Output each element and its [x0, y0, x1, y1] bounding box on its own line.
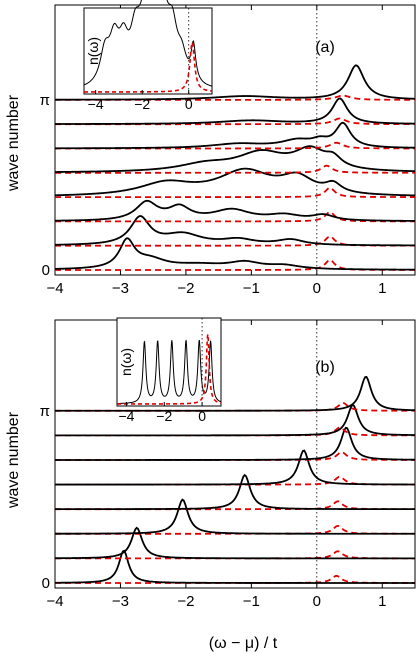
solid-trace — [55, 237, 415, 271]
dashed-trace — [55, 211, 415, 223]
plot-frame — [54, 4, 416, 276]
solid-trace — [55, 167, 415, 197]
solid-trace — [55, 97, 415, 125]
x-tick-label: 0 — [313, 593, 321, 610]
solid-trace — [55, 375, 415, 412]
dashed-trace — [55, 500, 415, 511]
traces — [55, 375, 415, 584]
ylabel-b: wave number — [5, 411, 22, 509]
inset: −4 −2 0 n(ω) — [116, 317, 222, 424]
x-tick-label: −3 — [112, 593, 129, 610]
x-tick-label: −2 — [177, 593, 194, 610]
inset-frame — [83, 7, 213, 95]
inset-dashed-trace — [117, 334, 222, 405]
x-tick-label: 0 — [313, 280, 321, 297]
inset-ylabel: n(ω) — [118, 348, 134, 376]
solid-trace — [55, 498, 415, 535]
y-tick-label-pi: π — [40, 92, 50, 109]
panel-label: (a) — [315, 39, 335, 56]
panel-b: −4 −3 −2 −1 0 1 0 π (b) −4 −2 0 n(ω) — [40, 317, 416, 610]
x-tick-label: −1 — [243, 593, 260, 610]
solid-trace — [55, 473, 415, 511]
inset-ylabel: n(ω) — [85, 37, 101, 65]
panel-label: (b) — [315, 359, 335, 376]
inset-x-tick-label: −4 — [118, 408, 134, 424]
inset-x-tick-label: −2 — [156, 408, 172, 424]
x-tick-label: −3 — [112, 280, 129, 297]
solid-trace — [55, 526, 415, 560]
x-tick-label: 1 — [378, 280, 386, 297]
traces — [55, 64, 415, 271]
inset-dashed-trace — [84, 40, 213, 93]
inset-x-tick-label: −2 — [134, 96, 150, 112]
inset-x-tick-label: −4 — [88, 96, 104, 112]
x-tick-label: 1 — [378, 593, 386, 610]
dashed-trace — [55, 164, 415, 174]
solid-trace — [55, 121, 415, 150]
solid-trace — [55, 426, 415, 461]
dashed-trace — [55, 186, 415, 198]
dashed-trace — [55, 426, 415, 437]
solid-trace — [55, 64, 415, 101]
xlabel: (ω − μ) / t — [209, 635, 278, 652]
x-tick-label: −1 — [243, 280, 260, 297]
panel-a: −4 −3 −2 −1 0 1 0 π (a) −4 −2 0 n(ω) — [40, 0, 416, 297]
plot-frame — [54, 319, 416, 589]
solid-trace — [55, 145, 415, 173]
solid-trace — [55, 403, 415, 437]
x-tick-label: −2 — [177, 280, 194, 297]
inset-x-tick-label: 0 — [185, 96, 193, 112]
solid-trace — [55, 449, 415, 486]
ylabel-a: wave number — [5, 94, 22, 192]
solid-trace — [55, 549, 415, 584]
y-tick-label-pi: π — [40, 403, 50, 420]
inset-x-tick-label: 0 — [198, 408, 206, 424]
inset: −4 −2 0 n(ω) — [83, 0, 213, 112]
y-tick-label-zero: 0 — [42, 575, 50, 592]
dashed-trace — [55, 451, 415, 461]
y-tick-label-zero: 0 — [42, 262, 50, 279]
dashed-trace — [55, 401, 415, 412]
solid-trace — [55, 199, 415, 222]
x-tick-label: −4 — [46, 593, 63, 610]
solid-trace — [55, 215, 415, 247]
x-tick-label: −4 — [46, 280, 63, 297]
